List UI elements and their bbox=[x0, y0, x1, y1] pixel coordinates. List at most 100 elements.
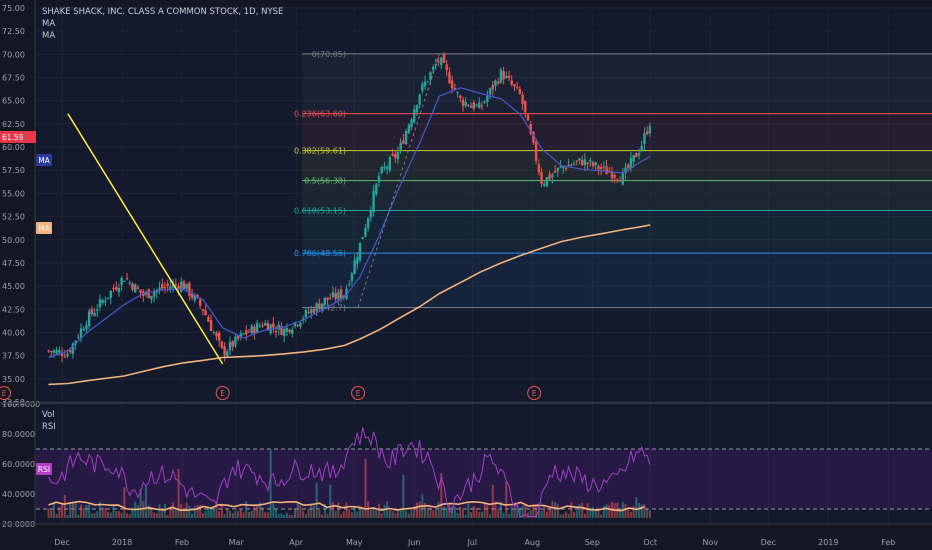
y-tick-label: 70.00 bbox=[2, 50, 25, 59]
candle-body bbox=[391, 153, 394, 156]
osc-legend-block: Vol RSI bbox=[42, 409, 56, 433]
candle-body bbox=[236, 336, 240, 339]
candle-body bbox=[491, 84, 494, 90]
volume-bar bbox=[199, 504, 202, 518]
volume-bar bbox=[158, 504, 161, 518]
volume-bar bbox=[69, 503, 72, 518]
volume-bar bbox=[345, 502, 348, 518]
y-tick-label: 55.00 bbox=[2, 189, 25, 198]
x-tick-label: Feb bbox=[881, 538, 895, 547]
earnings-marker bbox=[215, 386, 230, 400]
volume-bar bbox=[499, 501, 502, 518]
volume-bar bbox=[364, 458, 367, 518]
volume-bar bbox=[489, 514, 492, 518]
volume-bar bbox=[491, 484, 494, 518]
candle-body bbox=[63, 356, 66, 358]
candle-body bbox=[185, 283, 188, 289]
volume-bar bbox=[258, 502, 261, 518]
volume-bar bbox=[340, 514, 343, 518]
candle-body bbox=[594, 162, 597, 166]
candle-body bbox=[488, 88, 492, 95]
volume-bar bbox=[307, 508, 310, 518]
osc-y-tick-label: 100.0000 bbox=[2, 400, 40, 409]
candle-body bbox=[375, 183, 378, 195]
volume-bar bbox=[136, 505, 139, 518]
volume-bar bbox=[266, 512, 269, 518]
candle-body bbox=[245, 330, 248, 335]
fib-zone bbox=[302, 210, 932, 254]
candle-body bbox=[337, 291, 340, 300]
fib-level-label: 0.5(56.38) bbox=[304, 177, 346, 186]
fib-level-label: 0.236(63.60) bbox=[294, 110, 346, 119]
candle-body bbox=[404, 131, 408, 145]
y-tick-label: 57.50 bbox=[2, 166, 25, 175]
candle-body bbox=[410, 119, 413, 128]
volume-bar bbox=[353, 505, 356, 518]
volume-bar bbox=[624, 504, 627, 518]
y-tick-label: 72.50 bbox=[2, 27, 25, 36]
candle-body bbox=[629, 158, 633, 169]
volume-bar bbox=[312, 505, 315, 518]
volume-bar bbox=[247, 512, 250, 518]
legend-ma-slow[interactable]: MA bbox=[42, 31, 56, 41]
volume-bar bbox=[443, 506, 446, 518]
candle-body bbox=[445, 64, 448, 71]
candle-body bbox=[296, 324, 299, 326]
volume-bar bbox=[226, 509, 229, 518]
legend-rsi[interactable]: RSI bbox=[42, 422, 56, 432]
candle-body bbox=[199, 299, 202, 306]
candle-body bbox=[320, 303, 324, 311]
legend-vol[interactable]: Vol bbox=[42, 410, 55, 420]
candle-body bbox=[524, 100, 527, 113]
volume-bar bbox=[234, 510, 237, 518]
volume-bar bbox=[629, 511, 632, 518]
candle-body bbox=[537, 164, 541, 173]
volume-bar bbox=[472, 506, 475, 518]
y-tick-label: 47.50 bbox=[2, 259, 25, 268]
volume-bar bbox=[261, 507, 264, 518]
volume-bar bbox=[548, 507, 551, 518]
volume-ma-line bbox=[48, 500, 645, 512]
candle-body bbox=[618, 180, 622, 182]
fib-level-label: 0.618(53.15) bbox=[294, 207, 346, 216]
candle-body bbox=[467, 104, 470, 106]
candle-body bbox=[502, 71, 505, 80]
volume-bar bbox=[402, 474, 405, 518]
legend-ma-fast[interactable]: MA bbox=[42, 19, 56, 29]
candle-body bbox=[158, 287, 161, 290]
candle-body bbox=[423, 81, 427, 87]
candle-body bbox=[580, 160, 584, 166]
volume-bar bbox=[304, 514, 307, 518]
candle-body bbox=[174, 284, 178, 286]
volume-bar bbox=[467, 503, 470, 518]
ma-slow-badge: MA bbox=[38, 224, 50, 233]
candle-body bbox=[226, 351, 229, 357]
candle-body bbox=[58, 350, 61, 353]
volume-bar bbox=[524, 504, 527, 518]
candle-body bbox=[299, 322, 302, 327]
volume-bar bbox=[242, 512, 245, 518]
volume-bar bbox=[581, 502, 584, 518]
candle-body bbox=[318, 303, 321, 309]
volume-bar bbox=[147, 505, 150, 518]
candle-body bbox=[637, 153, 641, 156]
x-tick-label: Apr bbox=[289, 538, 304, 547]
candle-body bbox=[627, 164, 630, 168]
candle-body bbox=[47, 350, 50, 352]
volume-bar bbox=[74, 502, 77, 518]
volume-bar bbox=[88, 504, 91, 518]
volume-bar bbox=[543, 506, 546, 518]
candle-body bbox=[418, 94, 421, 105]
volume-bar bbox=[155, 513, 158, 518]
candle-body bbox=[475, 105, 478, 107]
volume-bar bbox=[445, 507, 448, 518]
candle-body bbox=[496, 81, 500, 84]
candle-body bbox=[255, 323, 259, 333]
candle-body bbox=[505, 75, 508, 78]
candle-body bbox=[288, 329, 291, 333]
volume-bar bbox=[47, 508, 50, 518]
volume-bar bbox=[556, 503, 559, 518]
volume-bar bbox=[378, 503, 381, 518]
volume-bar bbox=[361, 509, 364, 518]
